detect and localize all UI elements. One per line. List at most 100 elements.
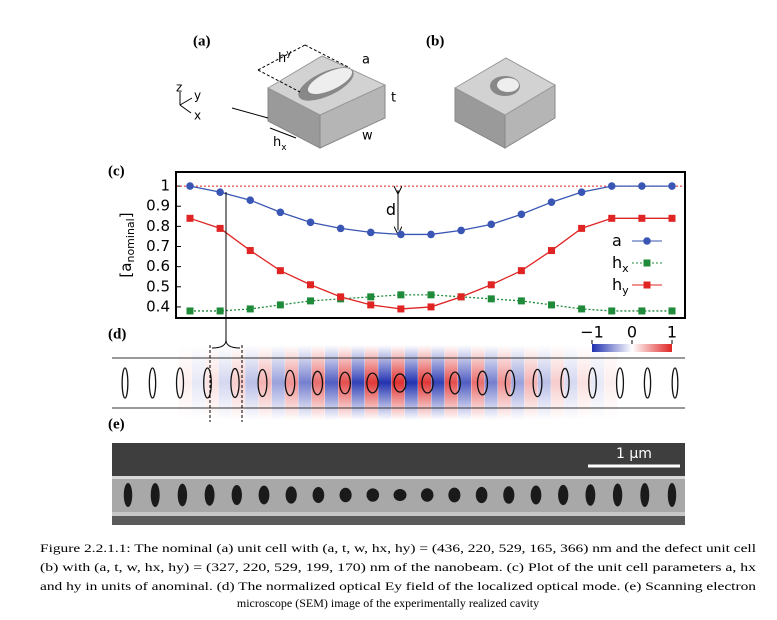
sem-hole: [640, 483, 650, 507]
y-tick-label: 0.7: [146, 237, 170, 255]
marker: [276, 301, 284, 309]
hole: [339, 371, 351, 395]
marker: [246, 305, 254, 313]
colorbar-ticks: −1 0 1: [580, 323, 677, 344]
field-stripe: [218, 345, 232, 420]
hole: [615, 367, 625, 399]
hole: [393, 373, 407, 393]
sem-hole: [177, 483, 188, 507]
panel-label: (a): [193, 33, 211, 49]
marker: [216, 307, 224, 315]
field-stripe: [591, 345, 604, 420]
field-stripe: [245, 345, 259, 420]
marker: [307, 297, 314, 305]
legend-label: a: [612, 231, 622, 250]
hole: [504, 369, 516, 397]
y-tick-label: 0.4: [146, 297, 170, 315]
field-stripe: [298, 345, 312, 420]
marker: [307, 281, 314, 289]
field-stripe: [391, 345, 405, 420]
field-stripe: [364, 345, 378, 420]
hole: [230, 367, 240, 399]
y-tick-label: 1: [160, 177, 170, 195]
hole: [532, 368, 543, 398]
sem-hole: [393, 488, 407, 502]
field-map: [178, 345, 618, 420]
marker: [547, 198, 556, 207]
plot-frame: [175, 171, 686, 319]
scale-bar-label: 1 µm: [616, 446, 652, 462]
legend-name: h: [612, 275, 622, 294]
marker: [397, 305, 405, 313]
legend-label: hy: [612, 275, 629, 298]
caption-line: microscope (SEM) image of the experiment…: [237, 596, 539, 610]
marker: [457, 226, 465, 235]
hole: [311, 370, 324, 396]
hole: [588, 367, 597, 399]
marker: [578, 305, 586, 313]
hole: [671, 367, 679, 399]
marker: [427, 303, 435, 311]
hole: [121, 367, 129, 399]
y-tick-label: 0.6: [146, 257, 170, 275]
field-stripe: [178, 345, 192, 420]
marker: [607, 182, 616, 190]
dim-label-main: h: [278, 51, 286, 66]
field-stripe: [231, 345, 245, 420]
marker: [638, 214, 646, 222]
axis-glyph-label: z: [176, 81, 182, 95]
hole: [175, 367, 185, 399]
caption-line: Figure 2.2.1.1: The nominal (a) unit cel…: [40, 541, 757, 555]
dim-label: a: [362, 53, 370, 68]
dim-label-sub: x: [281, 143, 287, 153]
field-stripe: [604, 345, 618, 420]
field-stripe: [271, 345, 285, 420]
hole: [203, 367, 212, 399]
sem-hole: [448, 487, 461, 503]
caption-line: (b) with (a, t, w, hx, hy) = (327, 220, …: [40, 560, 756, 574]
marker: [638, 307, 646, 315]
field-stripe: [458, 345, 471, 420]
y-axis-label: [anominal]: [117, 212, 138, 277]
marker: [457, 293, 465, 301]
marker: [517, 267, 525, 275]
hole: [560, 367, 570, 399]
field-stripe: [577, 345, 591, 420]
hole: [366, 372, 379, 394]
hole: [284, 369, 296, 397]
field-stripe: [378, 345, 392, 420]
dim-label: hy: [278, 49, 292, 66]
field-stripe: [404, 345, 418, 420]
hole: [421, 372, 434, 394]
sem-hole: [285, 486, 297, 504]
marker: [337, 293, 345, 301]
y-label-end: ]: [117, 212, 135, 218]
sem-hole: [150, 483, 160, 507]
field-stripe: [564, 345, 578, 420]
field-stripe: [431, 345, 445, 420]
sem-hole: [123, 483, 133, 507]
sem-hole: [204, 484, 215, 506]
marker: [246, 196, 255, 204]
marker: [367, 293, 375, 301]
legend-label: hx: [612, 253, 629, 276]
marker: [608, 214, 616, 222]
field-stripe: [285, 345, 299, 420]
unit-cell: [179, 44, 387, 149]
field-stripe: [524, 345, 538, 420]
legend-marker: [643, 281, 651, 289]
field-stripe: [418, 345, 432, 420]
marker: [367, 301, 375, 309]
field-stripe: [537, 345, 551, 420]
sem-hole: [612, 483, 623, 507]
dim-label-main: h: [273, 135, 281, 150]
sem-hole: [231, 484, 242, 506]
marker: [276, 208, 285, 217]
axis-glyph-label: y: [194, 89, 201, 103]
panel-label: (e): [108, 416, 125, 432]
hole-outlines: [121, 367, 679, 399]
marker: [517, 297, 525, 305]
legend-marker: [643, 259, 651, 267]
